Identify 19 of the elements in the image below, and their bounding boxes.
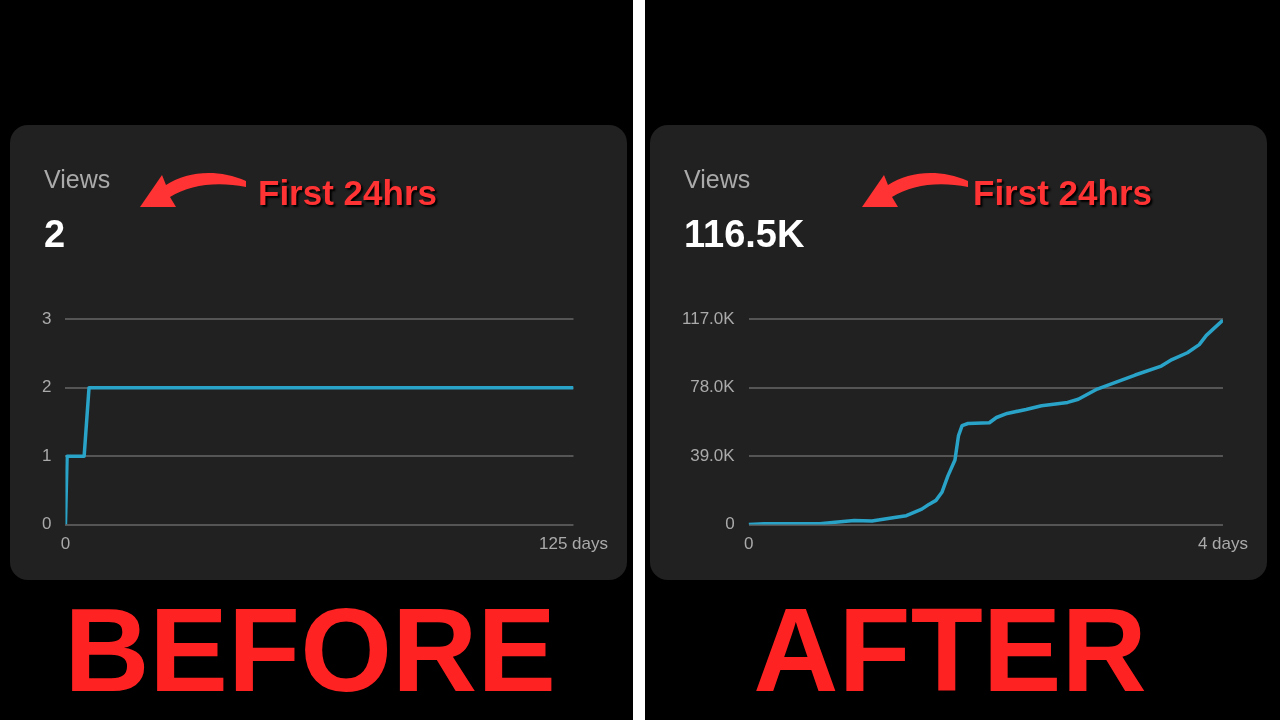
y-tick-label: 78.0K <box>690 377 736 397</box>
y-tick-label: 0 <box>725 514 735 534</box>
y-tick-label: 3 <box>41 308 52 328</box>
x-tick-label: 0 <box>60 534 71 554</box>
text: First 24hrs <box>973 173 1152 213</box>
text: BEFORE <box>63 584 557 716</box>
chart-title: Views <box>44 165 111 194</box>
text: AFTER <box>752 584 1148 716</box>
chart-title: Views <box>684 165 751 194</box>
x-tick-label: 4 days <box>1197 534 1248 554</box>
text: First 24hrs <box>258 173 437 213</box>
y-tick-label: 2 <box>41 377 52 397</box>
y-tick-label: 1 <box>41 445 52 465</box>
x-tick-label: 0 <box>743 534 754 554</box>
y-tick-label: 117.0K <box>681 308 736 328</box>
y-tick-label: 39.0K <box>690 445 736 465</box>
chart-subtitle: 116.5K <box>684 213 805 256</box>
y-tick-label: 0 <box>41 514 52 534</box>
x-tick-label: 125 days <box>539 534 608 554</box>
